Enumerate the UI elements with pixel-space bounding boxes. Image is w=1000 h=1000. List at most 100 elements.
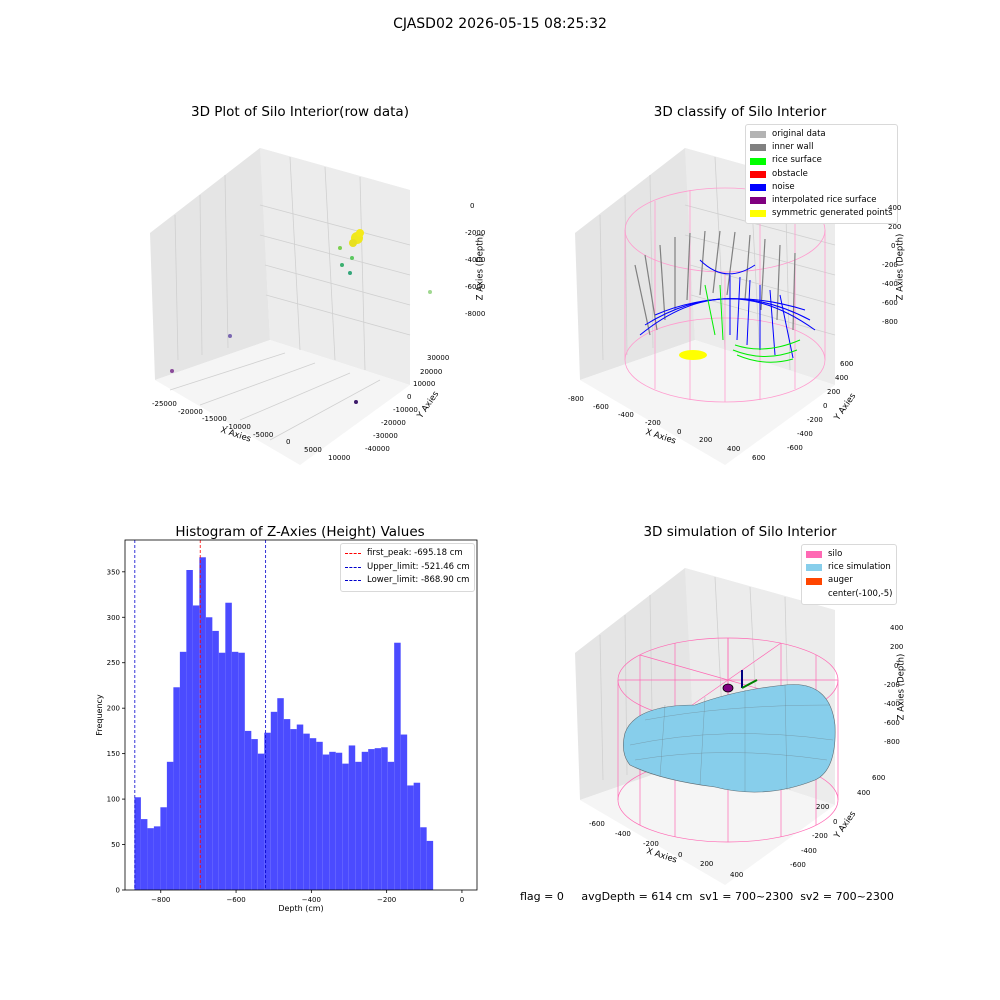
simulation-legend: silo rice simulation auger center(-100,-… — [801, 544, 898, 605]
histogram-bar — [413, 782, 421, 890]
simulation-y-tick: -200 — [812, 832, 828, 840]
histogram-bar — [420, 827, 427, 890]
histogram-bar — [426, 840, 434, 890]
histogram-bar — [400, 734, 408, 890]
classify-z-tick: -600 — [882, 299, 898, 307]
x-tick-label: −400 — [302, 896, 321, 904]
raw-y-tick: -10000 — [393, 406, 418, 414]
histogram-bar — [205, 617, 213, 890]
raw-z-tick-labels: 0 -2000 -4000 -6000 -8000 — [465, 200, 505, 320]
histogram-bar — [394, 642, 401, 890]
simulation-y-tick: -400 — [801, 847, 817, 855]
simulation-z-tick: -200 — [884, 681, 900, 689]
classify-x-tick: 600 — [752, 454, 766, 462]
legend-label: obstacle — [772, 168, 808, 179]
simulation-y-tick: 400 — [857, 789, 871, 797]
legend-label: first_peak: -695.18 cm — [367, 548, 463, 558]
legend-swatch — [806, 577, 822, 585]
histogram-bars — [134, 557, 434, 890]
histogram-y-ticks: 0 50 100 150 200 250 300 350 — [107, 568, 125, 895]
legend-line — [345, 553, 361, 555]
simulation-legend-item: silo — [806, 548, 892, 561]
histogram-bar — [238, 652, 245, 890]
legend-swatch — [750, 197, 766, 205]
raw-x-tick: -20000 — [178, 408, 203, 416]
histogram-bar — [218, 652, 226, 890]
histogram-bar — [303, 733, 310, 890]
x-tick-label: −600 — [226, 896, 245, 904]
simulation-y-tick: -600 — [790, 861, 806, 869]
histogram-bar — [368, 749, 375, 890]
legend-label: center(-100,-5) — [828, 588, 893, 599]
simulation-legend-item: auger — [806, 574, 892, 587]
raw-x-tick: 5000 — [304, 446, 322, 454]
histogram-bar — [407, 785, 414, 890]
raw-y-tick: -30000 — [373, 432, 398, 440]
classify-x-tick: -400 — [618, 411, 634, 419]
raw-z-tick: 0 — [470, 202, 475, 210]
classify-legend-item: noise — [750, 181, 893, 194]
histogram-bar — [283, 719, 291, 890]
classify-z-tick: -400 — [882, 280, 898, 288]
legend-label: auger — [828, 575, 853, 586]
classify-y-tick: 0 — [823, 402, 828, 410]
histogram-bar — [322, 754, 330, 890]
raw-z-tick: -4000 — [465, 256, 486, 264]
legend-line — [345, 566, 361, 568]
legend-label: original data — [772, 129, 826, 139]
classify-legend: original data inner wall rice surface ob… — [745, 124, 898, 225]
legend-label: noise — [772, 181, 795, 192]
classify-z-tick: 200 — [888, 223, 902, 231]
classify-y-tick-labels: 600 400 200 0 -200 -400 -600 — [785, 358, 865, 458]
histogram-panel-title: Histogram of Z-Axies (Height) Values — [175, 524, 425, 540]
classify-3d-axes — [575, 148, 836, 465]
raw-y-tick-labels: 30000 20000 10000 0 -10000 -20000 -30000… — [365, 350, 449, 460]
histogram-bar — [160, 807, 167, 890]
raw-x-tick: -25000 — [152, 400, 177, 408]
classify-y-tick: -400 — [797, 430, 813, 438]
simulation-x-tick: 400 — [730, 871, 744, 879]
simulation-x-tick: 200 — [700, 860, 714, 868]
histogram-bar — [381, 747, 388, 890]
simulation-x-tick: -400 — [615, 830, 631, 838]
simulation-panel-title: 3D simulation of Silo Interior — [643, 524, 837, 540]
legend-label: symmetric generated points — [772, 208, 893, 219]
histogram-bar — [140, 819, 148, 890]
y-tick-label: 150 — [107, 750, 120, 758]
histogram-x-label: Depth (cm) — [278, 904, 323, 913]
classify-noise — [639, 259, 816, 359]
y-tick-label: 300 — [107, 614, 120, 622]
y-tick-label: 250 — [107, 659, 120, 667]
histogram-frame — [124, 539, 478, 891]
raw-z-tick: -6000 — [465, 283, 486, 291]
histogram-bar — [153, 826, 161, 890]
histogram-bar — [179, 651, 187, 890]
classify-x-tick: 200 — [699, 436, 713, 444]
raw-x-tick: 0 — [286, 438, 291, 446]
histogram-bar — [316, 741, 323, 890]
classify-x-tick: 400 — [727, 445, 741, 453]
histogram-bar — [134, 797, 141, 890]
histogram-bar — [166, 761, 174, 890]
histogram-legend-item: Upper_limit: -521.46 cm — [345, 561, 470, 575]
x-tick-label: −200 — [377, 896, 396, 904]
histogram-bar — [290, 729, 297, 890]
histogram-bar — [244, 730, 252, 890]
classify-x-tick-labels: -800 -600 -400 -200 0 200 400 600 — [565, 393, 785, 463]
histogram-bar — [329, 751, 336, 890]
histogram-bar — [342, 763, 349, 890]
simulation-center-marker — [722, 683, 734, 693]
raw-z-tick: -2000 — [465, 229, 486, 237]
histogram-y-label: Frequency — [95, 694, 104, 736]
classify-z-tick: -200 — [882, 261, 898, 269]
simulation-y-tick: 600 — [872, 774, 886, 782]
raw-x-tick: -15000 — [202, 415, 227, 423]
classify-y-tick: 600 — [840, 360, 854, 368]
legend-label: interpolated rice surface — [772, 195, 877, 206]
raw-y-tick: -40000 — [365, 445, 390, 453]
x-tick-label: −800 — [151, 896, 170, 904]
classify-legend-item: interpolated rice surface — [750, 194, 893, 207]
histogram-bar — [348, 745, 356, 890]
legend-swatch — [750, 157, 766, 165]
raw-x-tick: 10000 — [328, 454, 351, 462]
